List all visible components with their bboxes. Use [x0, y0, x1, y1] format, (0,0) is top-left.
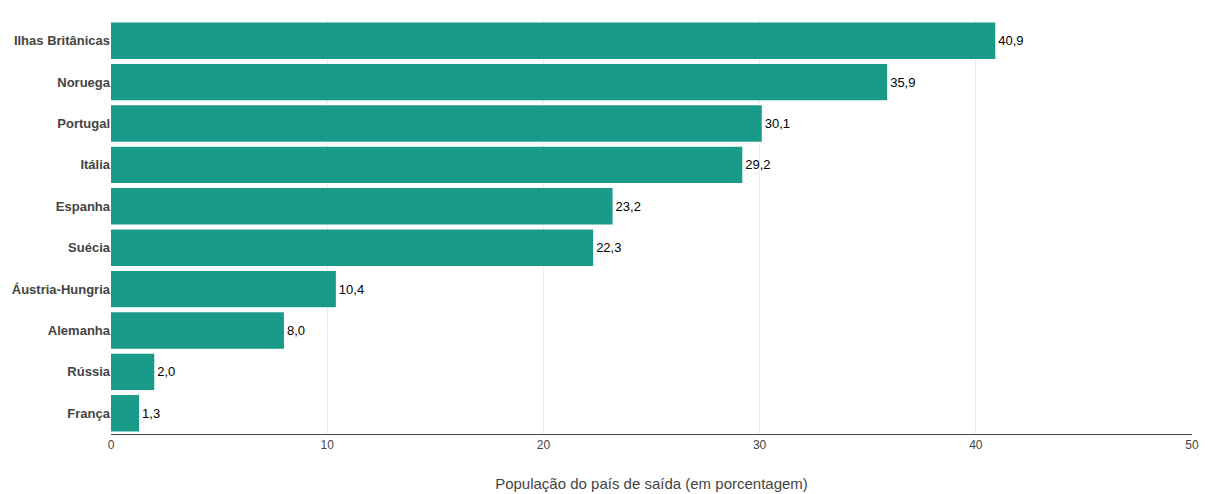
svg-text:35,9: 35,9 — [890, 75, 915, 90]
svg-text:40,9: 40,9 — [998, 33, 1023, 48]
svg-text:10,4: 10,4 — [339, 282, 364, 297]
svg-text:40: 40 — [969, 438, 983, 452]
svg-text:22,3: 22,3 — [596, 240, 621, 255]
svg-text:Noruega: Noruega — [57, 75, 111, 90]
svg-text:30,1: 30,1 — [765, 116, 790, 131]
svg-text:Rússia: Rússia — [67, 364, 110, 379]
svg-text:8,0: 8,0 — [287, 323, 305, 338]
svg-text:Áustria-Hungria: Áustria-Hungria — [12, 282, 111, 297]
svg-text:23,2: 23,2 — [616, 199, 641, 214]
svg-text:Alemanha: Alemanha — [48, 323, 111, 338]
svg-text:Portugal: Portugal — [57, 116, 110, 131]
svg-text:Suécia: Suécia — [68, 240, 111, 255]
svg-text:Espanha: Espanha — [56, 199, 111, 214]
svg-text:2,0: 2,0 — [157, 364, 175, 379]
svg-text:Itália: Itália — [80, 157, 110, 172]
svg-text:10: 10 — [321, 438, 335, 452]
svg-text:Ilhas Britânicas: Ilhas Britânicas — [14, 33, 110, 48]
svg-text:População do país de saída (em: População do país de saída (em porcentag… — [495, 475, 808, 492]
svg-text:50: 50 — [1185, 438, 1199, 452]
svg-text:20: 20 — [537, 438, 551, 452]
svg-text:0: 0 — [108, 438, 115, 452]
svg-text:29,2: 29,2 — [745, 157, 770, 172]
svg-text:França: França — [67, 406, 110, 421]
svg-text:30: 30 — [753, 438, 767, 452]
svg-text:1,3: 1,3 — [142, 406, 160, 421]
